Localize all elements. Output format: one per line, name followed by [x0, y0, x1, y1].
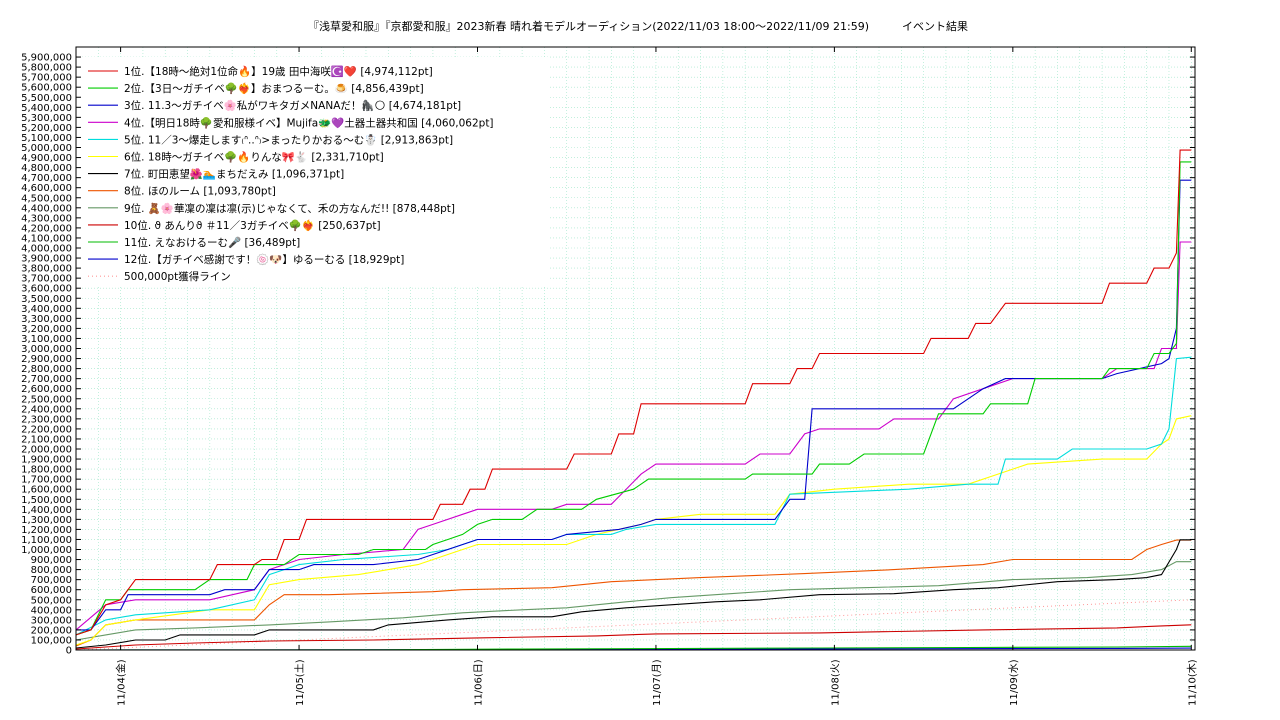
y-tick-label: 4,600,000	[21, 183, 72, 194]
chart-legend: 1位.【18時〜絶対1位命🔥】19歳 田中海咲☪️❤️ [4,974,112pt…	[82, 57, 550, 285]
y-tick-label: 1,300,000	[21, 515, 72, 526]
y-tick-label: 3,600,000	[21, 284, 72, 295]
y-tick-label: 100,000	[31, 635, 72, 646]
legend-entry: 12位.【ガチイベ感謝です！🍥🐶】ゆるーむる [18,929pt]	[124, 253, 404, 266]
legend-entry: 9位. 🧸🌸華凜の凜は凛(示)じゃなくて、禾の方なんだ!! [878,448pt…	[124, 202, 455, 215]
series-line-9	[75, 561, 1192, 641]
y-tick-label: 2,200,000	[21, 424, 72, 435]
legend-entry: 11位. えなおけるーむ🎤 [36,489pt]	[124, 236, 300, 249]
y-tick-label: 600,000	[31, 585, 72, 596]
y-tick-label: 5,600,000	[21, 83, 72, 94]
x-axis: 11/04(金) 11/05(土) 11/06(日) 11/07(月) 11/08(火)…	[115, 47, 1198, 706]
y-tick-label: 700,000	[31, 575, 72, 586]
series-line-3	[76, 179, 1192, 631]
series-line-4	[75, 241, 1192, 631]
legend-entry: 5位. 11／3〜爆走します₍ᐢ..ᐢ₎>まったりかおる〜む☃️ [2,913,…	[124, 133, 453, 146]
x-tick-label: 11/06(日)	[474, 659, 485, 706]
series-line-7	[75, 539, 1192, 649]
y-tick-label: 3,800,000	[21, 264, 72, 275]
y-tick-label: 3,900,000	[21, 254, 72, 265]
x-tick-label: 11/09(水)	[1008, 659, 1020, 706]
legend-entry: 6位. 18時〜ガチイベ🌳🔥りんな🎀🐇 [2,331,710pt]	[124, 151, 384, 164]
y-tick-label: 4,100,000	[21, 233, 72, 244]
y-tick-label: 1,800,000	[21, 465, 72, 476]
y-tick-label: 5,400,000	[21, 103, 72, 114]
legend-box	[82, 57, 550, 285]
y-tick-label: 4,000,000	[21, 244, 72, 255]
y-tick-label: 0	[66, 646, 72, 657]
legend-entry: 7位. 町田恵望🌺🏊まちだえみ [1,096,371pt]	[124, 168, 344, 181]
x-tick-label: 11/07(月)	[651, 659, 663, 706]
legend-entry: 1位.【18時〜絶対1位命🔥】19歳 田中海咲☪️❤️ [4,974,112pt…	[124, 65, 433, 78]
y-tick-label: 1,700,000	[21, 475, 72, 486]
y-tick-label: 900,000	[31, 555, 72, 566]
y-tick-label: 2,100,000	[21, 434, 72, 445]
x-tick-label: 11/08(火)	[829, 659, 841, 706]
y-tick-label: 2,900,000	[21, 354, 72, 365]
y-tick-label: 2,400,000	[21, 404, 72, 415]
legend-entry: 8位. ほのルーム [1,093,780pt]	[124, 185, 276, 198]
y-tick-label: 4,700,000	[21, 173, 72, 184]
x-tick-label: 11/04(金)	[115, 659, 128, 706]
legend-entry: 3位. 11.3〜ガチイベ🌸私がワキタガメNANAだ！🦍🌕 [4,674,181…	[124, 99, 461, 112]
series-line-10	[75, 624, 1192, 650]
y-tick-label: 1,200,000	[21, 525, 72, 536]
legend-entry: 10位. ϑ あんりϑ ＃11／3ガチイベ🌳❤️‍🔥 [250,637pt]	[124, 219, 381, 232]
y-tick-label: 4,500,000	[21, 193, 72, 204]
y-tick-label: 4,900,000	[21, 153, 72, 164]
y-tick-label: 3,400,000	[21, 304, 72, 315]
y-tick-label: 5,700,000	[21, 73, 72, 84]
legend-entry: 500,000pt獲得ライン	[124, 270, 231, 283]
y-tick-label: 5,900,000	[21, 53, 72, 64]
y-tick-label: 400,000	[31, 605, 72, 616]
y-tick-label: 5,800,000	[21, 63, 72, 74]
y-tick-label: 3,500,000	[21, 294, 72, 305]
series-line-1	[75, 149, 1192, 636]
y-tick-label: 500,000	[31, 595, 72, 606]
y-tick-label: 3,200,000	[21, 324, 72, 335]
y-tick-label: 4,300,000	[21, 213, 72, 224]
y-tick-label: 4,200,000	[21, 223, 72, 234]
y-tick-label: 5,200,000	[21, 123, 72, 134]
y-tick-label: 5,000,000	[21, 143, 72, 154]
y-tick-label: 800,000	[31, 565, 72, 576]
y-tick-label: 3,700,000	[21, 274, 72, 285]
y-tick-label: 2,800,000	[21, 364, 72, 375]
y-axis: 0100,000200,000300,000400,000500,000600,…	[21, 53, 1195, 657]
y-tick-label: 5,300,000	[21, 113, 72, 124]
y-tick-label: 4,400,000	[21, 203, 72, 214]
series-line-8	[75, 539, 1192, 647]
y-tick-label: 3,300,000	[21, 314, 72, 325]
series-line-2	[75, 161, 1192, 636]
y-tick-label: 4,800,000	[21, 163, 72, 174]
y-tick-label: 3,100,000	[21, 334, 72, 345]
y-tick-label: 1,900,000	[21, 455, 72, 466]
y-tick-label: 300,000	[31, 615, 72, 626]
series-line-5	[75, 356, 1192, 636]
y-tick-label: 2,600,000	[21, 384, 72, 395]
legend-entry: 2位.【3日〜ガチイベ🌳❤️‍🔥】おまつるーむ。🍮 [4,856,439pt]	[124, 82, 424, 95]
y-tick-label: 200,000	[31, 625, 72, 636]
y-tick-label: 2,000,000	[21, 445, 72, 456]
y-tick-label: 2,300,000	[21, 414, 72, 425]
y-tick-label: 3,000,000	[21, 344, 72, 355]
chart-series	[75, 149, 1192, 651]
y-tick-label: 1,500,000	[21, 495, 72, 506]
y-tick-label: 2,700,000	[21, 374, 72, 385]
x-tick-label: 11/05(土)	[293, 659, 306, 706]
chart-title: 『浅草愛和服』『京都愛和服』2023新春 晴れ着モデルオーディション(2022/…	[308, 19, 968, 33]
legend-entry: 4位.【明日18時🌳愛和服様イベ】Mujifa🐲💜土器土器共和国 [4,060,…	[124, 116, 494, 129]
y-tick-label: 1,400,000	[21, 505, 72, 516]
y-tick-label: 5,500,000	[21, 93, 72, 104]
y-tick-label: 5,100,000	[21, 133, 72, 144]
x-tick-label: 11/10(木)	[1186, 659, 1198, 706]
y-tick-label: 2,500,000	[21, 394, 72, 405]
y-tick-label: 1,100,000	[21, 535, 72, 546]
y-tick-label: 1,600,000	[21, 485, 72, 496]
y-tick-label: 1,000,000	[21, 545, 72, 556]
